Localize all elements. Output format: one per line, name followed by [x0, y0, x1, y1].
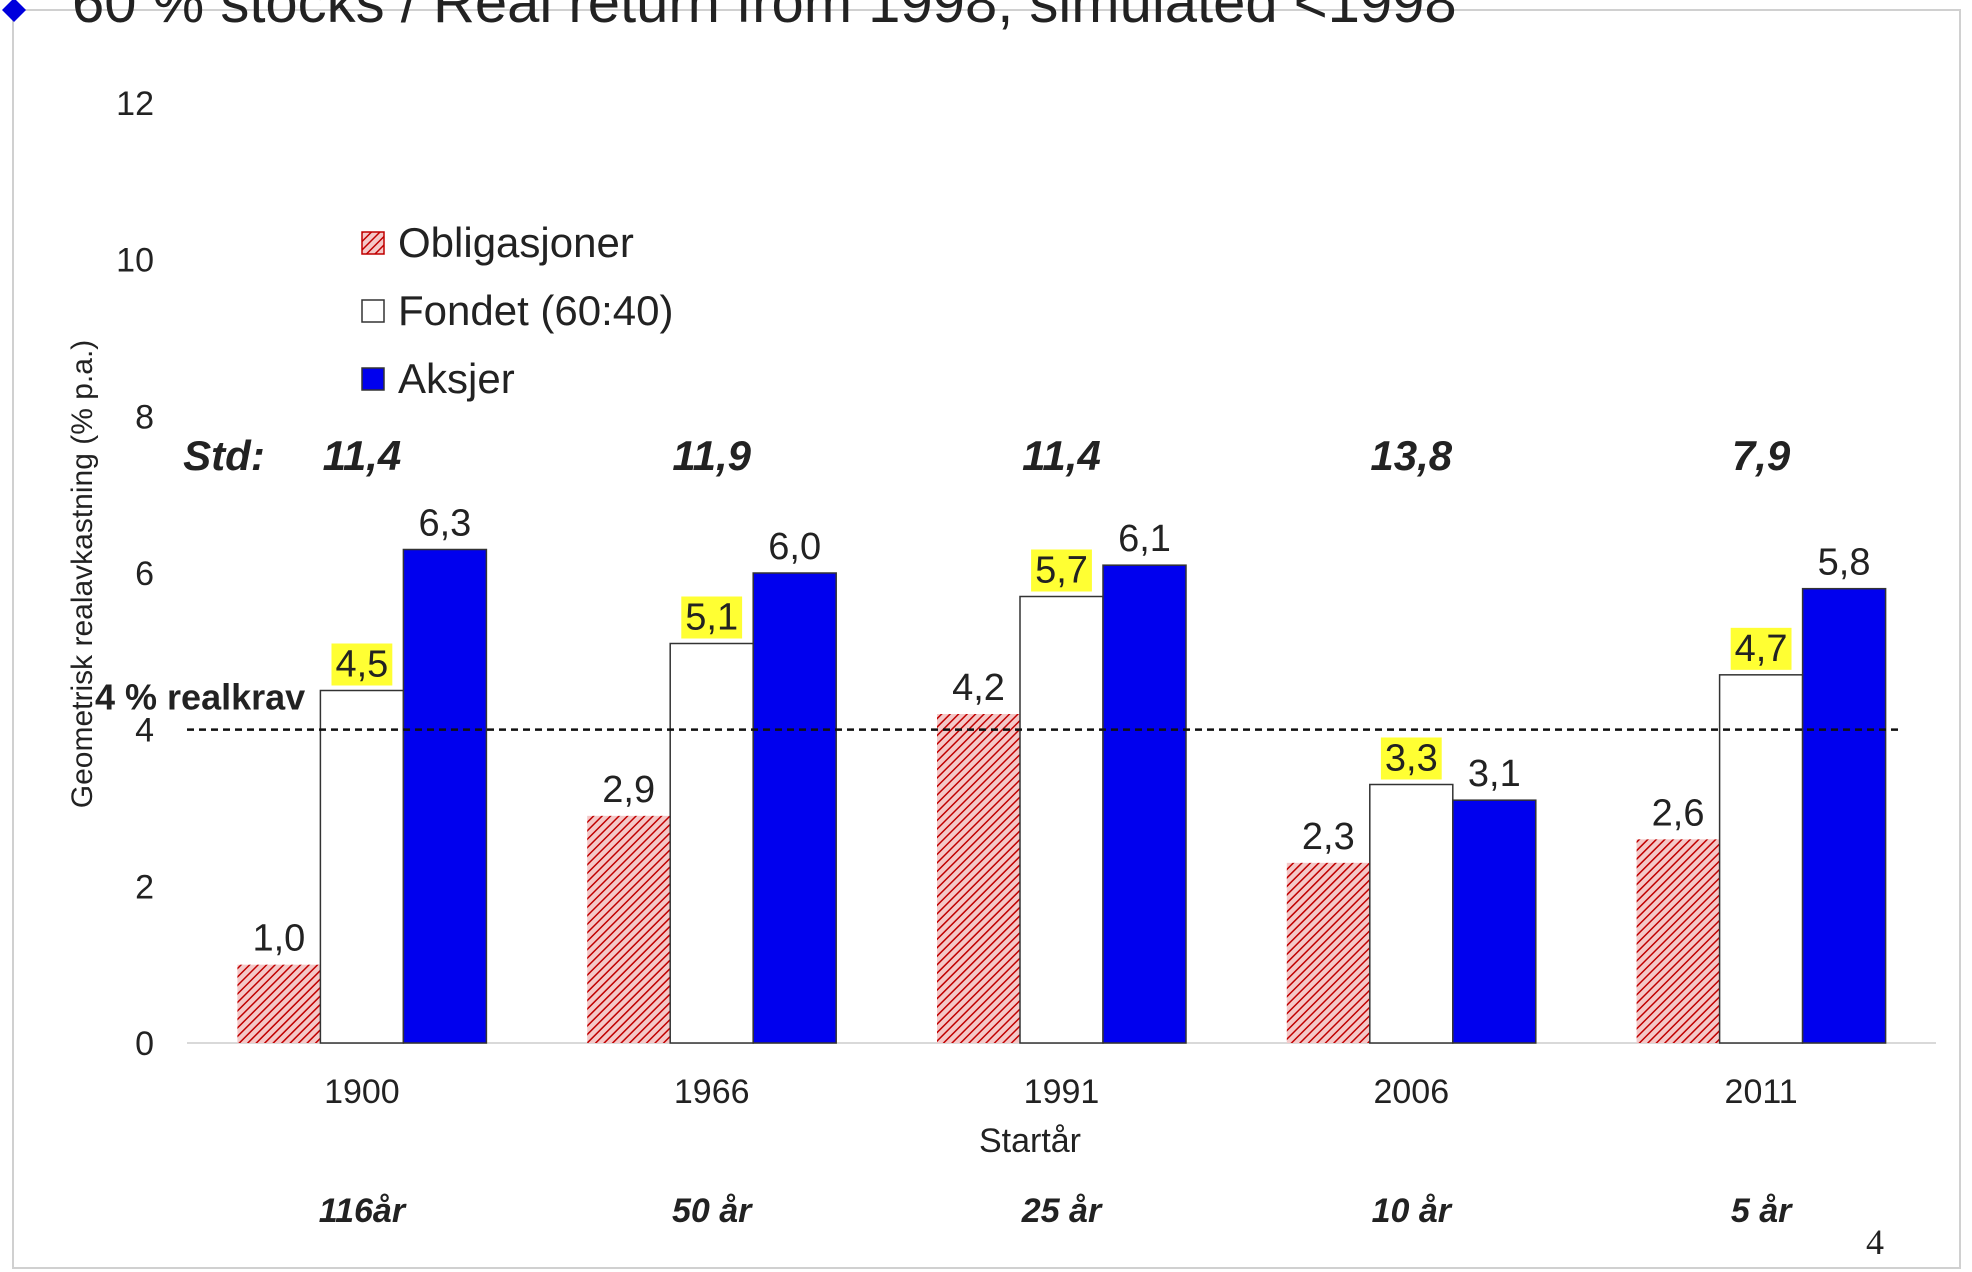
- std-label: 7,9: [1732, 432, 1791, 479]
- y-tick-label: 6: [135, 555, 154, 593]
- bar: [937, 714, 1020, 1043]
- value-label: 5,8: [1818, 542, 1871, 584]
- std-label: 13,8: [1370, 432, 1452, 479]
- legend-label: Fondet (60:40): [398, 287, 674, 334]
- period-label: 10 år: [1372, 1192, 1453, 1230]
- value-label: 2,3: [1302, 816, 1355, 858]
- bar: [669, 642, 754, 1044]
- legend-swatch: [361, 299, 385, 323]
- bar: [1452, 799, 1537, 1044]
- y-axis-label: Geometrisk realavkastning (% p.a.): [66, 340, 99, 809]
- x-tick-label: 2006: [1373, 1073, 1449, 1111]
- bar: [402, 548, 488, 1044]
- legend-swatch: [361, 367, 385, 391]
- value-label: 2,6: [1652, 792, 1705, 834]
- value-label: 2,9: [602, 769, 655, 811]
- value-label: 5,7: [1035, 550, 1088, 592]
- x-tick-label: 1966: [674, 1073, 750, 1111]
- label-highlight: [1380, 737, 1442, 780]
- x-axis-label: Startår: [979, 1122, 1081, 1160]
- x-tick-label: 1991: [1024, 1073, 1100, 1111]
- value-label: 6,0: [768, 526, 821, 568]
- legend-swatch: [361, 231, 385, 255]
- label-highlight: [331, 643, 393, 686]
- bar: [1801, 587, 1887, 1044]
- value-label: 3,1: [1468, 753, 1521, 795]
- bullet: [2, 0, 26, 22]
- y-tick-label: 4: [135, 712, 154, 750]
- y-tick-label: 8: [135, 398, 154, 436]
- y-tick-label: 2: [135, 868, 154, 906]
- value-label: 1,0: [252, 918, 305, 960]
- bar: [1369, 783, 1454, 1044]
- reference-label: 4 % realkrav: [95, 677, 305, 718]
- value-label: 5,1: [685, 597, 738, 639]
- period-label: 5 år: [1731, 1192, 1793, 1230]
- bar: [1718, 674, 1804, 1044]
- period-label: 116år: [319, 1192, 407, 1230]
- bar: [1102, 564, 1187, 1044]
- x-tick-label: 2011: [1725, 1073, 1798, 1111]
- bar: [319, 689, 405, 1044]
- value-label: 3,3: [1385, 738, 1438, 780]
- page-number: 4: [1866, 1222, 1884, 1262]
- legend-label: Obligasjoner: [398, 219, 634, 266]
- std-label: 11,4: [323, 432, 402, 479]
- bar: [1286, 862, 1370, 1043]
- value-label: 4,7: [1735, 628, 1788, 670]
- slide-title: 60 % stocks / Real return from 1998, sim…: [72, 0, 1457, 35]
- bar: [1019, 595, 1104, 1044]
- bar: [587, 815, 671, 1043]
- label-highlight: [681, 596, 743, 639]
- bar: [237, 964, 321, 1043]
- std-title: Std:: [183, 432, 265, 479]
- std-label: 11,4: [1022, 432, 1101, 479]
- label-highlight: [1031, 549, 1092, 592]
- bar: [1636, 839, 1720, 1043]
- bar: [752, 572, 837, 1044]
- y-tick-label: 0: [135, 1025, 154, 1063]
- value-label: 6,3: [418, 503, 471, 545]
- value-label: 4,2: [952, 667, 1005, 709]
- y-tick-label: 10: [116, 242, 154, 280]
- frame: [12, 9, 1961, 1269]
- x-tick-label: 1900: [324, 1073, 400, 1111]
- period-label: 50 år: [672, 1192, 753, 1230]
- value-label: 4,5: [335, 644, 388, 686]
- legend-label: Aksjer: [398, 355, 515, 402]
- label-highlight: [1730, 627, 1792, 670]
- value-label: 6,1: [1118, 518, 1171, 560]
- std-label: 11,9: [672, 432, 751, 479]
- y-tick-label: 12: [116, 85, 154, 123]
- period-label: 25 år: [1021, 1192, 1103, 1230]
